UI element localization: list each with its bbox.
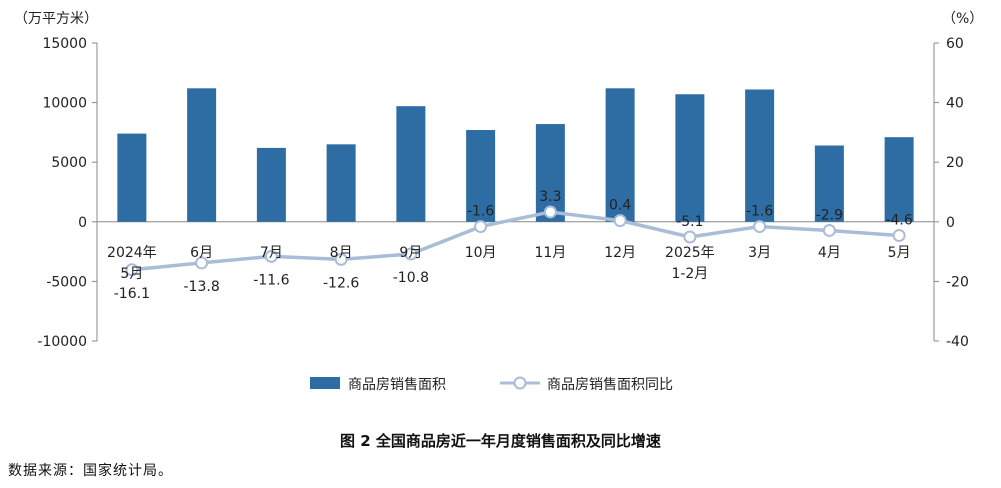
right-axis-group: （%） 60 40 20 0 -20 -40 — [942, 11, 983, 350]
bar-series — [117, 88, 914, 222]
bar-9 — [745, 89, 775, 222]
yoy-point-2 — [264, 249, 278, 263]
data-labels: -16.1 -13.8 -11.6 -12.6 -10.8 -1.6 3.3 0.4 -5.1 -… — [114, 189, 913, 302]
x-tick-label: 2025年 — [665, 245, 715, 261]
bar-10 — [814, 145, 844, 222]
legend: 商品房销售面积 商品房销售面积同比 — [310, 376, 673, 393]
yoy-data-label: -11.6 — [253, 272, 289, 288]
figure-caption: 图 2 全国商品房近一年月度销售面积及同比增速 — [340, 432, 661, 450]
right-tick-label: -20 — [946, 274, 969, 290]
yoy-data-label: -4.6 — [885, 213, 912, 229]
yoy-point-10 — [822, 223, 836, 237]
yoy-point-9 — [753, 220, 767, 234]
yoy-point-7 — [613, 214, 627, 228]
yoy-data-label: -2.9 — [816, 207, 843, 223]
bar-2 — [256, 147, 286, 222]
bar-1 — [187, 88, 217, 222]
left-axis-group: （万平方米） 15000 10000 5000 0 -5000 -10000 — [14, 11, 98, 350]
legend-bar-swatch — [310, 377, 340, 389]
x-tick-label: 2024年 — [107, 245, 157, 261]
yoy-data-label: 3.3 — [539, 189, 561, 205]
x-tick-label: 5月 — [888, 245, 911, 261]
left-tick-label: 5000 — [51, 155, 87, 171]
right-axis-unit: （%） — [942, 11, 983, 27]
bar-4 — [396, 106, 426, 222]
right-tick-label: 40 — [946, 96, 964, 112]
yoy-data-label: -10.8 — [393, 270, 429, 286]
x-tick-label: 1-2月 — [671, 266, 708, 282]
yoy-line — [131, 210, 900, 272]
right-tick-label: 60 — [946, 36, 964, 52]
left-tick-label: -10000 — [37, 334, 87, 350]
yoy-point-8 — [683, 230, 697, 244]
legend-bar-label: 商品房销售面积 — [348, 377, 446, 393]
x-tick-label: 5月 — [120, 266, 143, 282]
left-tick-label: 15000 — [42, 36, 87, 52]
x-tick-label: 4月 — [818, 245, 841, 261]
yoy-point-6 — [543, 205, 557, 219]
data-source-note: 数据来源：国家统计局。 — [8, 463, 173, 479]
x-tick-label: 7月 — [260, 245, 283, 261]
bar-8 — [675, 94, 705, 222]
yoy-point-1 — [195, 256, 209, 270]
yoy-data-label: -1.6 — [746, 204, 773, 220]
left-tick-label: -5000 — [46, 274, 87, 290]
bar-7 — [605, 88, 635, 222]
yoy-point-11 — [892, 229, 906, 243]
yoy-data-label: -16.1 — [114, 286, 150, 302]
x-tick-label: 8月 — [330, 245, 353, 261]
left-tick-label: 10000 — [42, 96, 87, 112]
chart: （万平方米） 15000 10000 5000 0 -5000 -10000 （%） 60… — [14, 11, 983, 393]
yoy-data-label: -1.6 — [467, 204, 494, 220]
yoy-point-0 — [125, 263, 139, 277]
axes-lines — [92, 42, 939, 342]
bar-5 — [466, 130, 496, 222]
legend-line-marker — [513, 376, 527, 390]
x-tick-label: 9月 — [399, 245, 422, 261]
yoy-data-label: 0.4 — [609, 198, 631, 214]
yoy-point-4 — [404, 247, 418, 261]
yoy-data-label: -12.6 — [323, 275, 359, 291]
bar-11 — [884, 137, 914, 222]
line-series — [125, 205, 906, 277]
left-axis-unit: （万平方米） — [14, 11, 98, 27]
x-tick-label: 12月 — [604, 245, 636, 261]
x-tick-label: 10月 — [465, 245, 497, 261]
x-tick-label: 6月 — [190, 245, 213, 261]
left-tick-label: 0 — [78, 215, 87, 231]
yoy-data-label: -13.8 — [184, 279, 220, 295]
right-tick-label: 20 — [946, 155, 964, 171]
left-axis-ticks: 15000 10000 5000 0 -5000 -10000 — [37, 36, 87, 350]
right-tick-label: 0 — [946, 215, 955, 231]
right-tick-label: -40 — [946, 334, 969, 350]
bar-0 — [117, 133, 147, 222]
yoy-point-3 — [334, 252, 348, 266]
right-axis-ticks: 60 40 20 0 -20 -40 — [946, 36, 969, 350]
x-axis-labels: 2024年 5月 6月 7月 8月 9月 10月 11月 12月 2025年 1-2月 3月 4月 5月 — [107, 245, 911, 282]
legend-line-label: 商品房销售面积同比 — [547, 377, 673, 393]
yoy-point-5 — [474, 220, 488, 234]
bar-3 — [326, 144, 356, 222]
yoy-data-label: -5.1 — [676, 214, 703, 230]
x-tick-label: 11月 — [534, 245, 566, 261]
x-tick-label: 3月 — [748, 245, 771, 261]
